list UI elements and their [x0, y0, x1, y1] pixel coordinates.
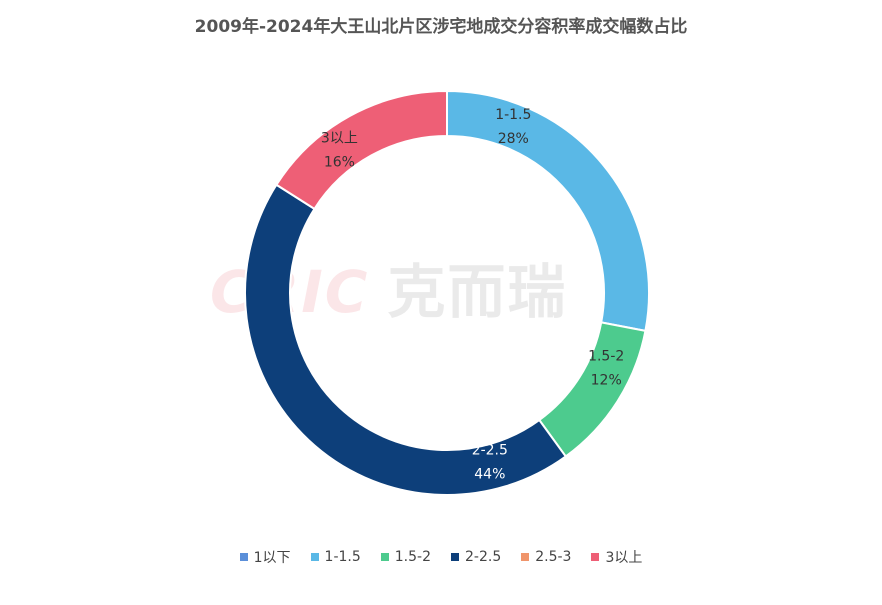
slice-category-label: 3以上 — [321, 130, 358, 146]
slice-1.5-2[interactable] — [537, 321, 647, 458]
legend-swatch — [521, 553, 530, 561]
legend-item-3以上[interactable]: 3以上 — [591, 547, 642, 567]
legend-swatch — [310, 553, 319, 561]
legend-label: 1.5-2 — [394, 549, 431, 565]
legend-item-1.5-2[interactable]: 1.5-2 — [380, 547, 431, 567]
legend-label: 1-1.5 — [324, 549, 361, 565]
slice-category-label: 1-1.5 — [495, 107, 531, 123]
legend: 1以下 1-1.5 1.5-2 2-2.5 2.5-3 3以上 — [0, 547, 882, 567]
slice-value-label: 12% — [591, 372, 622, 388]
legend-swatch — [380, 553, 389, 561]
legend-item-1以下[interactable]: 1以下 — [239, 547, 291, 567]
slice-value-label: 16% — [324, 154, 355, 170]
slice-3以上[interactable] — [275, 89, 448, 211]
slice-2-2.5[interactable] — [244, 183, 568, 496]
legend-swatch — [451, 553, 459, 561]
legend-swatch — [239, 553, 248, 561]
slice-value-label: 44% — [474, 467, 505, 483]
legend-label: 1以下 — [253, 550, 291, 566]
donut-chart: 1-1.5 28% 1.5-2 12% 2-2.5 44% 3以上 16% — [244, 89, 650, 496]
legend-item-2.5-3[interactable]: 2.5-3 — [521, 547, 571, 567]
slice-category-label: 1.5-2 — [588, 348, 624, 364]
legend-label: 3以上 — [605, 550, 643, 566]
slice-category-label: 2-2.5 — [472, 443, 508, 459]
chart-title: 2009年-2024年大王山北片区涉宅地成交分容积率成交幅数占比 — [194, 17, 688, 37]
legend-swatch — [591, 553, 600, 561]
slice-1-1.5[interactable] — [446, 89, 650, 333]
slice-value-label: 28% — [498, 131, 529, 147]
legend-label: 2-2.5 — [465, 549, 502, 565]
legend-item-1-1.5[interactable]: 1-1.5 — [310, 547, 361, 567]
legend-label: 2.5-3 — [535, 549, 572, 565]
legend-item-2-2.5[interactable]: 2-2.5 — [451, 547, 501, 567]
